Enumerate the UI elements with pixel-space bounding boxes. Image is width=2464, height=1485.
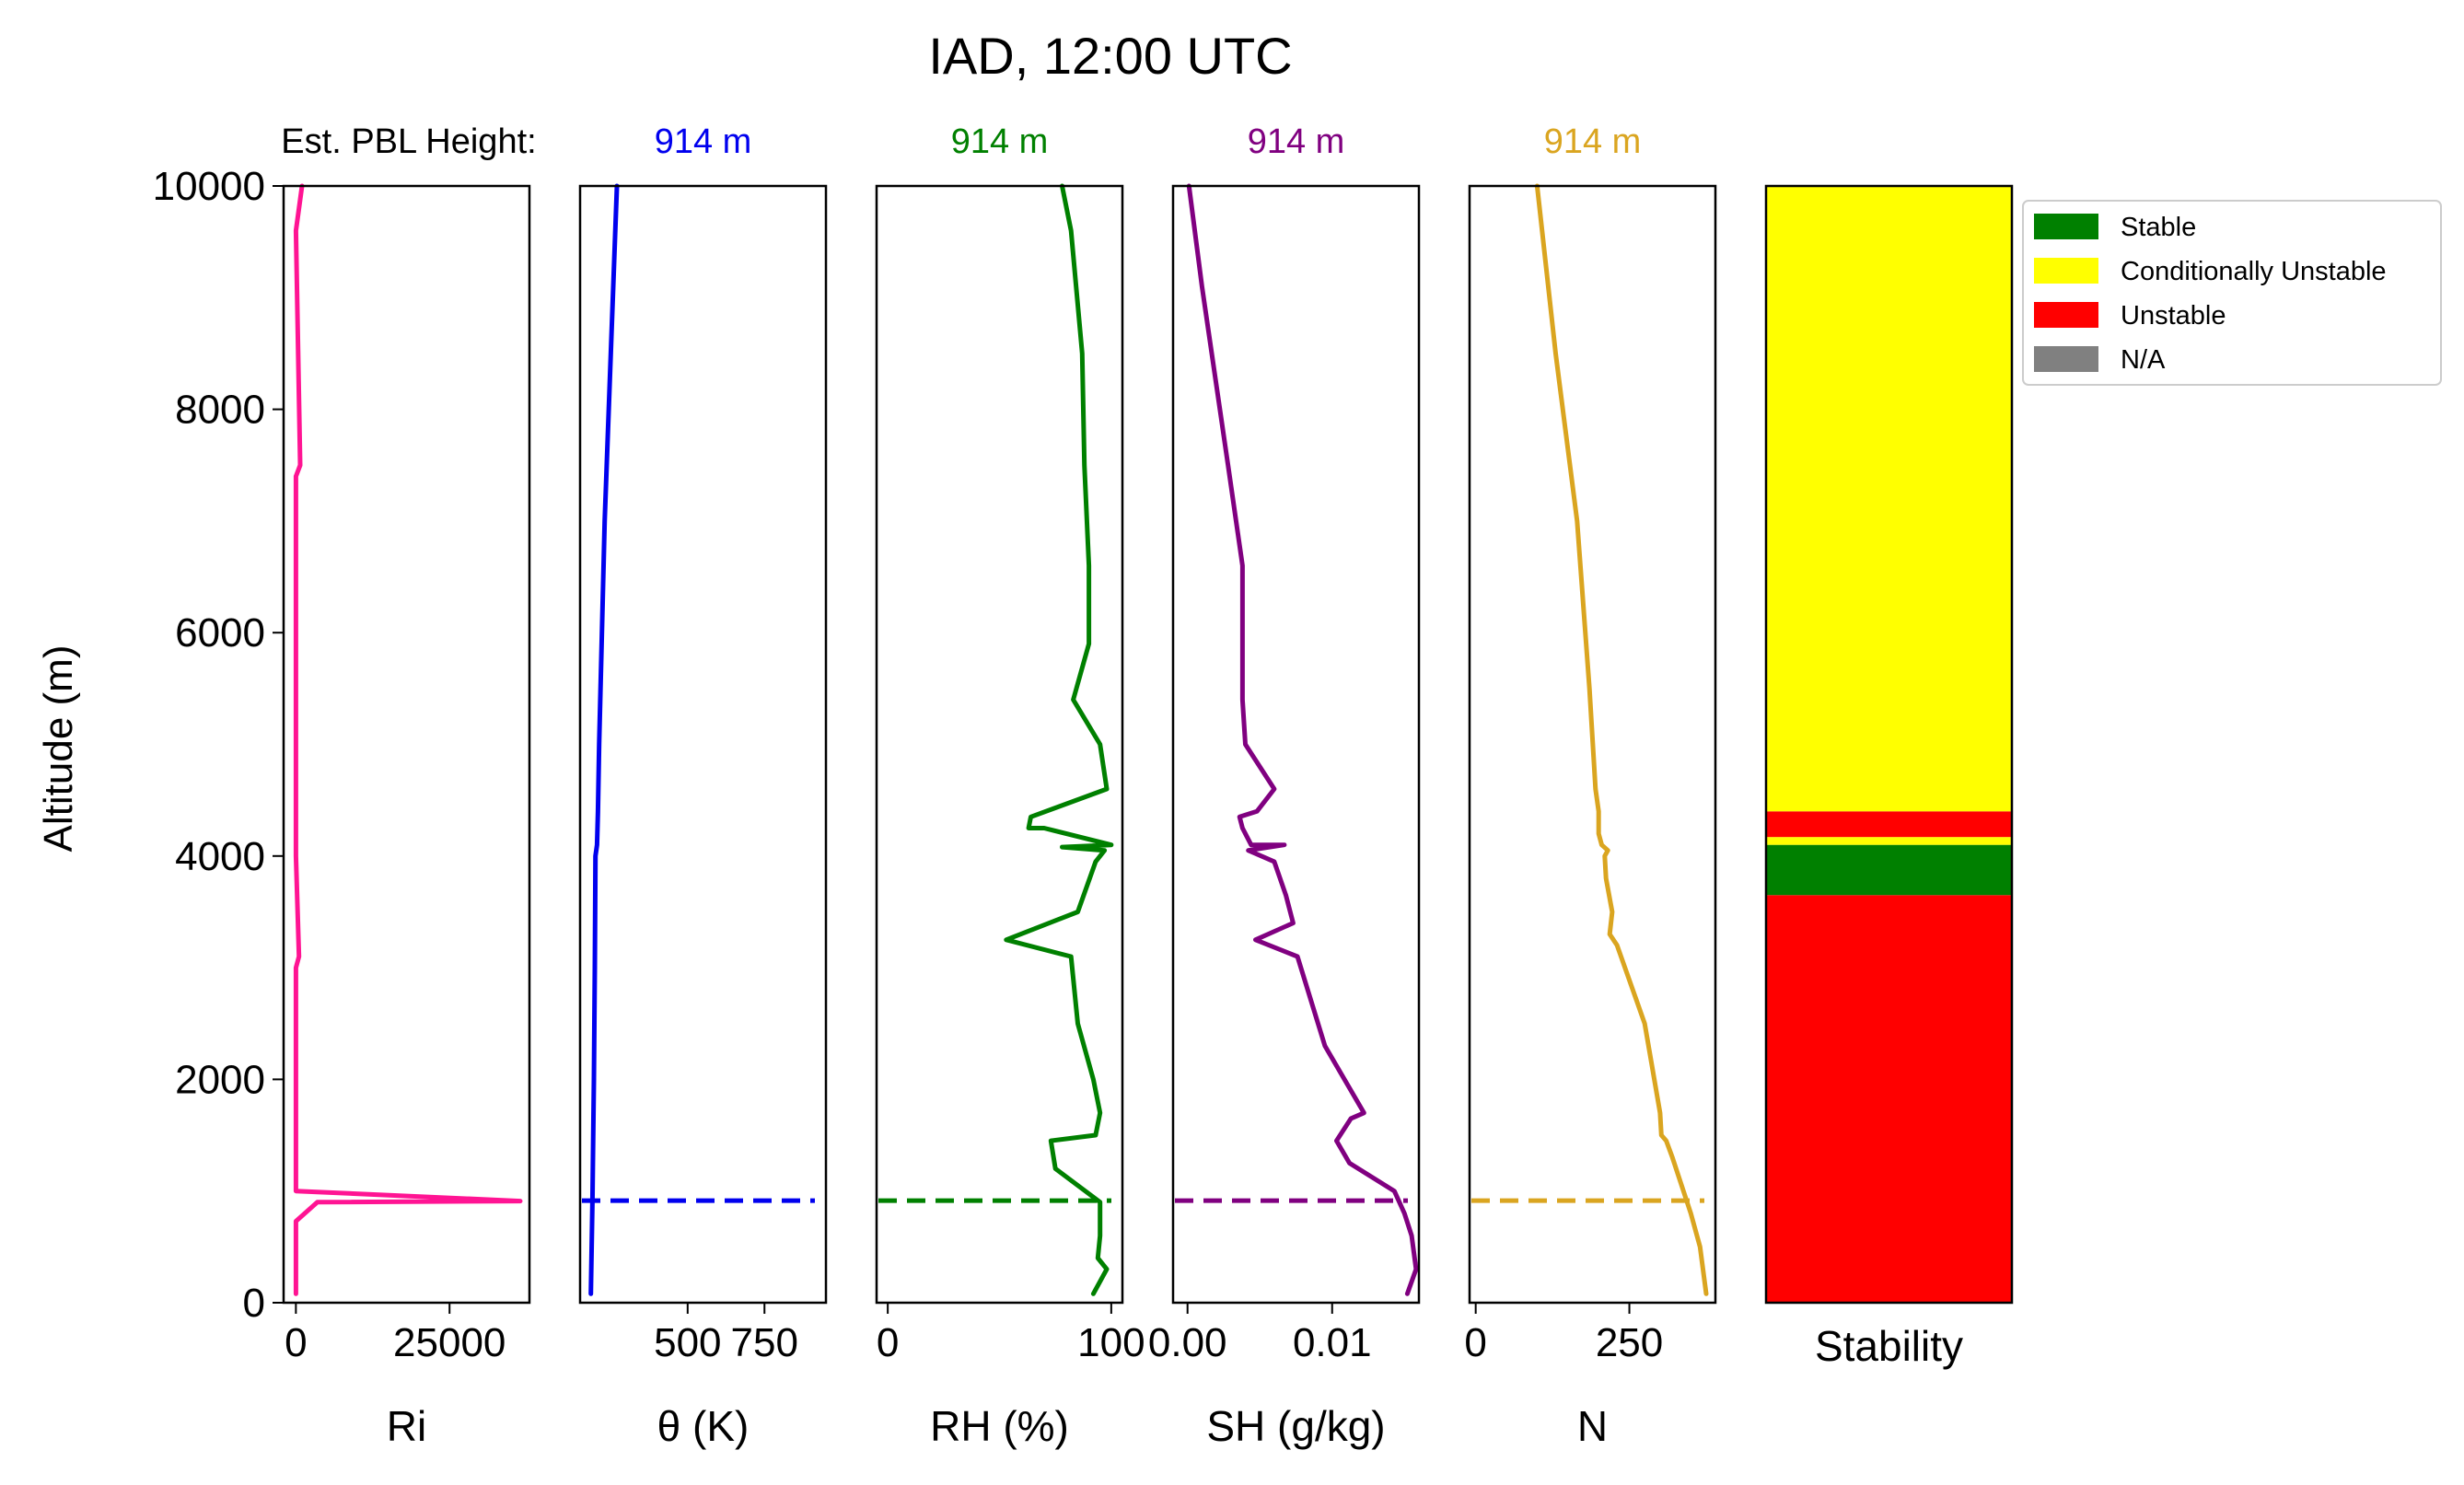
theta-line (588, 183, 620, 1296)
stability-layer-4 (1766, 186, 2012, 812)
sh-xlabel: SH (g/kg) (1206, 1402, 1385, 1450)
stability-layer-3 (1766, 811, 2012, 838)
legend-swatch (2034, 258, 2098, 284)
rh-xlabel: RH (%) (930, 1402, 1069, 1450)
y-axis: 0 2000 4000 6000 8000 10000 (153, 164, 284, 1326)
stability-legend: Stable Conditionally Unstable Unstable N/A (2022, 200, 2442, 386)
y-tick-label: 8000 (175, 388, 265, 433)
panel-ri: 0 25000 Ri (282, 183, 531, 1450)
x-tick-label: 100 (1077, 1320, 1145, 1365)
stability-layer-2 (1766, 837, 2012, 845)
x-tick-label: 0 (1464, 1320, 1486, 1365)
rh-line (1004, 183, 1114, 1296)
theta-pbl-text: 914 m (655, 122, 752, 161)
panel-theta: 500 750 θ (K) 914 m (578, 122, 828, 1450)
sh-pbl-text: 914 m (1248, 122, 1345, 161)
y-tick-label: 6000 (175, 610, 265, 655)
panel-frame (578, 184, 828, 1305)
n-line (1534, 183, 1709, 1296)
x-tick-label: 25000 (393, 1320, 506, 1365)
n-pbl-text: 914 m (1544, 122, 1642, 161)
figure-title: IAD, 12:00 UTC (928, 27, 1292, 85)
rh-pbl-text: 914 m (951, 122, 1049, 161)
x-tick-label: 500 (654, 1320, 721, 1365)
x-tick-label: 750 (731, 1320, 798, 1365)
ri-xlabel: Ri (387, 1402, 426, 1450)
n-xlabel: N (1577, 1402, 1608, 1450)
legend-entry: Conditionally Unstable (2121, 257, 2387, 286)
y-tick-label: 0 (243, 1281, 265, 1326)
stability-layer-1 (1766, 844, 2012, 896)
sh-line (1186, 183, 1419, 1296)
x-tick-label: 250 (1596, 1320, 1663, 1365)
y-tick-label: 10000 (153, 164, 265, 209)
legend-frame (2022, 200, 2442, 386)
panel-frame (1764, 184, 2014, 1305)
y-tick-label: 2000 (175, 1057, 265, 1102)
x-tick-label: 0.01 (1293, 1320, 1372, 1365)
legend-entry: N/A (2121, 345, 2166, 375)
theta-xlabel: θ (K) (657, 1402, 750, 1450)
y-tick-label: 4000 (175, 834, 265, 879)
pbl-height-label: Est. PBL Height: (281, 122, 536, 161)
panel-frame (1171, 184, 1421, 1305)
legend-swatch (2034, 346, 2098, 372)
panel-frame (282, 184, 531, 1305)
panel-stability: Stability (1764, 184, 2014, 1370)
x-tick-label: 0.00 (1148, 1320, 1227, 1365)
panel-sh: 0.00 0.01 SH (g/kg) 914 m (1148, 122, 1421, 1450)
legend-swatch (2034, 302, 2098, 328)
ri-line (293, 183, 523, 1296)
x-tick-label: 0 (285, 1320, 307, 1365)
y-axis-label: Altitude (m) (36, 645, 81, 853)
panel-n: 0 250 N 914 m (1464, 122, 1717, 1450)
legend-swatch (2034, 214, 2098, 239)
legend-entry: Unstable (2121, 301, 2226, 331)
panel-frame (875, 184, 1124, 1305)
stability-layer-0 (1766, 895, 2012, 1303)
legend-entry: Stable (2121, 213, 2196, 242)
panel-frame (1468, 184, 1717, 1305)
x-tick-label: 0 (877, 1320, 899, 1365)
stability-label: Stability (1815, 1322, 1963, 1370)
